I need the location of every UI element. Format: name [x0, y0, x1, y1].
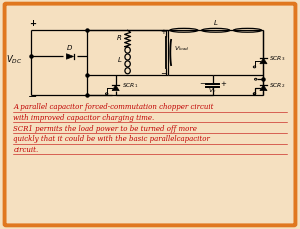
- Text: −: −: [160, 69, 167, 78]
- Text: $SCR_2$: $SCR_2$: [269, 81, 286, 90]
- Text: $SCR_3$: $SCR_3$: [269, 54, 286, 63]
- Text: +: +: [220, 81, 226, 87]
- Text: $SCR_1$: $SCR_1$: [122, 81, 138, 90]
- Text: SCR1 permits the load power to be turned off more: SCR1 permits the load power to be turned…: [13, 125, 197, 133]
- Text: −: −: [200, 81, 206, 87]
- Text: +: +: [160, 29, 166, 35]
- Text: D: D: [67, 45, 73, 51]
- Polygon shape: [260, 58, 267, 64]
- Text: quickly that it could be with the basic parallelcapacitor: quickly that it could be with the basic …: [13, 135, 210, 143]
- Text: L: L: [118, 57, 122, 63]
- Text: $V_{DC}$: $V_{DC}$: [6, 54, 22, 66]
- Polygon shape: [260, 85, 267, 91]
- Polygon shape: [112, 85, 119, 91]
- Text: R: R: [117, 35, 122, 41]
- Polygon shape: [66, 54, 74, 59]
- Text: $V_{load}$: $V_{load}$: [173, 44, 189, 53]
- Text: L: L: [214, 20, 217, 26]
- Text: +: +: [29, 19, 36, 28]
- Text: A parallel capacitor forced-commutation chopper circuit: A parallel capacitor forced-commutation …: [13, 103, 214, 111]
- Text: −: −: [28, 92, 37, 102]
- Text: with improved capacitor charging time.: with improved capacitor charging time.: [13, 114, 154, 122]
- Text: $V_c$: $V_c$: [208, 86, 217, 95]
- Text: circuit.: circuit.: [13, 146, 38, 154]
